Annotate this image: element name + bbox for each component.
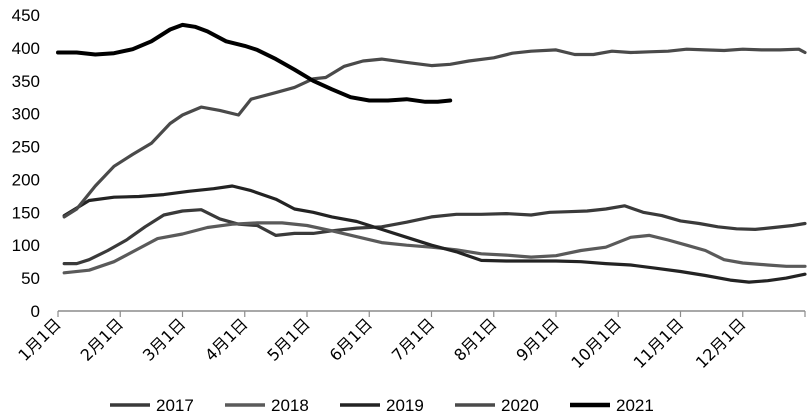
y-tick-label: 350	[12, 72, 40, 91]
y-tick-label: 300	[12, 105, 40, 124]
legend-label-2019: 2019	[386, 396, 424, 415]
y-tick-label: 200	[12, 170, 40, 189]
series-line-2019	[62, 184, 807, 284]
y-tick-label: 450	[12, 6, 40, 25]
y-axis-ticks: 0 50 100 150 200 250 300 350 400 450	[12, 6, 40, 321]
y-tick-label: 250	[12, 138, 40, 157]
x-tick-label: 3月1日	[139, 314, 189, 364]
legend-label-2018: 2018	[271, 396, 309, 415]
y-tick-label: 0	[31, 302, 40, 321]
series-line-2018	[62, 221, 807, 275]
x-tick-label: 9月1日	[512, 314, 562, 364]
x-tick-label: 8月1日	[450, 314, 500, 364]
x-tick-label: 5月1日	[263, 314, 313, 364]
series-line-2020	[62, 47, 807, 219]
x-tick-label: 1月1日	[14, 314, 64, 364]
legend-label-2017: 2017	[156, 396, 194, 415]
series-line-2017	[62, 204, 807, 266]
x-tick-label: 2月1日	[77, 314, 127, 364]
y-tick-label: 50	[21, 269, 40, 288]
y-tick-label: 100	[12, 236, 40, 255]
x-tick-label: 11月1日	[630, 314, 688, 372]
x-tick-label: 12月1日	[692, 314, 750, 372]
x-tick-label: 4月1日	[201, 314, 251, 364]
y-tick-label: 400	[12, 39, 40, 58]
legend-label-2021: 2021	[616, 396, 654, 415]
x-tick-label: 6月1日	[326, 314, 376, 364]
legend: 2017 2018 2019 2020 2021	[110, 396, 654, 415]
series-line-2021	[56, 22, 453, 104]
x-tick-label: 10月1日	[567, 314, 625, 372]
series-lines	[56, 22, 807, 284]
y-tick-label: 150	[12, 203, 40, 222]
legend-label-2020: 2020	[501, 396, 539, 415]
x-tick-label: 7月1日	[388, 314, 438, 364]
x-axis-ticks: 1月1日 2月1日 3月1日 4月1日 5月1日 6月1日 7月1日 8月1日 9月1日 10月1…	[14, 311, 806, 372]
